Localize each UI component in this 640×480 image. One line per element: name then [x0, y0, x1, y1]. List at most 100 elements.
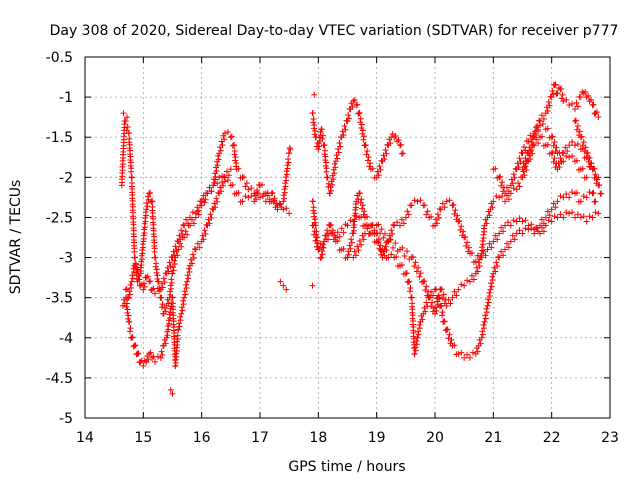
data-point: [529, 142, 536, 149]
data-point: [414, 198, 421, 205]
data-point: [185, 265, 192, 272]
data-point: [324, 174, 331, 181]
data-point: [281, 189, 288, 196]
data-point: [352, 204, 359, 211]
data-point: [534, 122, 541, 129]
data-point: [554, 214, 561, 221]
data-point: [201, 227, 208, 234]
data-point: [184, 278, 191, 285]
data-point: [206, 184, 213, 191]
data-point: [400, 220, 407, 227]
x-axis-label: GPS time / hours: [288, 459, 405, 475]
data-point: [233, 160, 240, 167]
data-point: [467, 354, 473, 361]
data-point: [493, 259, 500, 266]
data-point: [185, 220, 192, 227]
data-point: [388, 227, 395, 234]
data-point: [154, 272, 161, 279]
data-point: [381, 156, 388, 163]
data-point: [334, 237, 341, 244]
data-point: [376, 163, 383, 170]
data-point: [231, 142, 238, 149]
data-point: [254, 187, 261, 194]
data-point: [282, 183, 289, 190]
data-point: [569, 100, 576, 107]
data-point: [495, 254, 502, 261]
data-point: [159, 352, 166, 359]
data-point: [169, 294, 176, 301]
data-point: [146, 278, 153, 285]
data-point: [229, 181, 236, 188]
data-point: [498, 224, 505, 231]
data-point: [474, 268, 481, 275]
data-point: [340, 245, 347, 252]
data-point: [446, 331, 453, 338]
data-point: [566, 194, 573, 201]
data-point: [461, 234, 468, 241]
data-point: [170, 267, 177, 274]
data-point: [398, 262, 405, 269]
data-point: [469, 349, 476, 356]
data-point: [483, 305, 490, 312]
data-point: [583, 194, 590, 201]
data-point: [207, 211, 214, 218]
data-point: [522, 225, 529, 232]
data-point: [566, 102, 573, 109]
data-point: [214, 180, 221, 187]
data-point: [286, 145, 293, 152]
y-tick-label: -1.5: [46, 130, 73, 146]
data-point: [510, 171, 517, 178]
data-point: [224, 129, 231, 136]
data-point: [223, 168, 230, 175]
data-point: [548, 218, 555, 225]
data-point: [332, 164, 339, 171]
data-point: [502, 198, 508, 205]
data-point: [214, 162, 221, 169]
data-point: [235, 189, 242, 196]
data-point: [283, 177, 290, 184]
data-point: [141, 230, 148, 237]
data-point: [578, 133, 585, 140]
data-point: [194, 240, 201, 247]
data-point: [387, 236, 394, 243]
data-point: [141, 283, 148, 290]
data-point: [538, 224, 545, 231]
data-point: [358, 196, 365, 203]
data-point: [170, 324, 177, 331]
data-point: [200, 236, 207, 243]
data-point: [499, 193, 506, 200]
data-point: [367, 160, 374, 167]
data-point: [131, 262, 138, 269]
data-point: [548, 94, 555, 101]
data-point: [395, 137, 402, 144]
data-point: [544, 108, 551, 115]
data-point: [181, 294, 188, 301]
data-point: [482, 315, 489, 322]
data-point: [388, 251, 395, 258]
data-point: [576, 128, 583, 135]
data-point: [557, 211, 564, 218]
data-point: [529, 136, 536, 143]
data-point: [327, 230, 333, 237]
data-point: [478, 334, 485, 341]
data-point: [132, 342, 139, 349]
data-point: [178, 304, 185, 311]
data-point: [129, 203, 136, 210]
data-point: [350, 98, 357, 105]
data-point: [159, 301, 166, 308]
data-point: [519, 230, 526, 237]
data-point: [329, 181, 336, 188]
data-point: [191, 245, 198, 252]
data-point: [163, 334, 170, 341]
data-point: [353, 213, 360, 220]
data-point: [168, 279, 175, 286]
data-point: [399, 244, 406, 251]
data-point: [443, 302, 450, 309]
data-point: [189, 251, 196, 258]
data-point: [344, 254, 351, 261]
data-point: [408, 254, 415, 261]
data-point: [574, 103, 581, 110]
data-point: [146, 190, 153, 197]
data-point: [227, 166, 234, 173]
data-point: [394, 138, 401, 145]
